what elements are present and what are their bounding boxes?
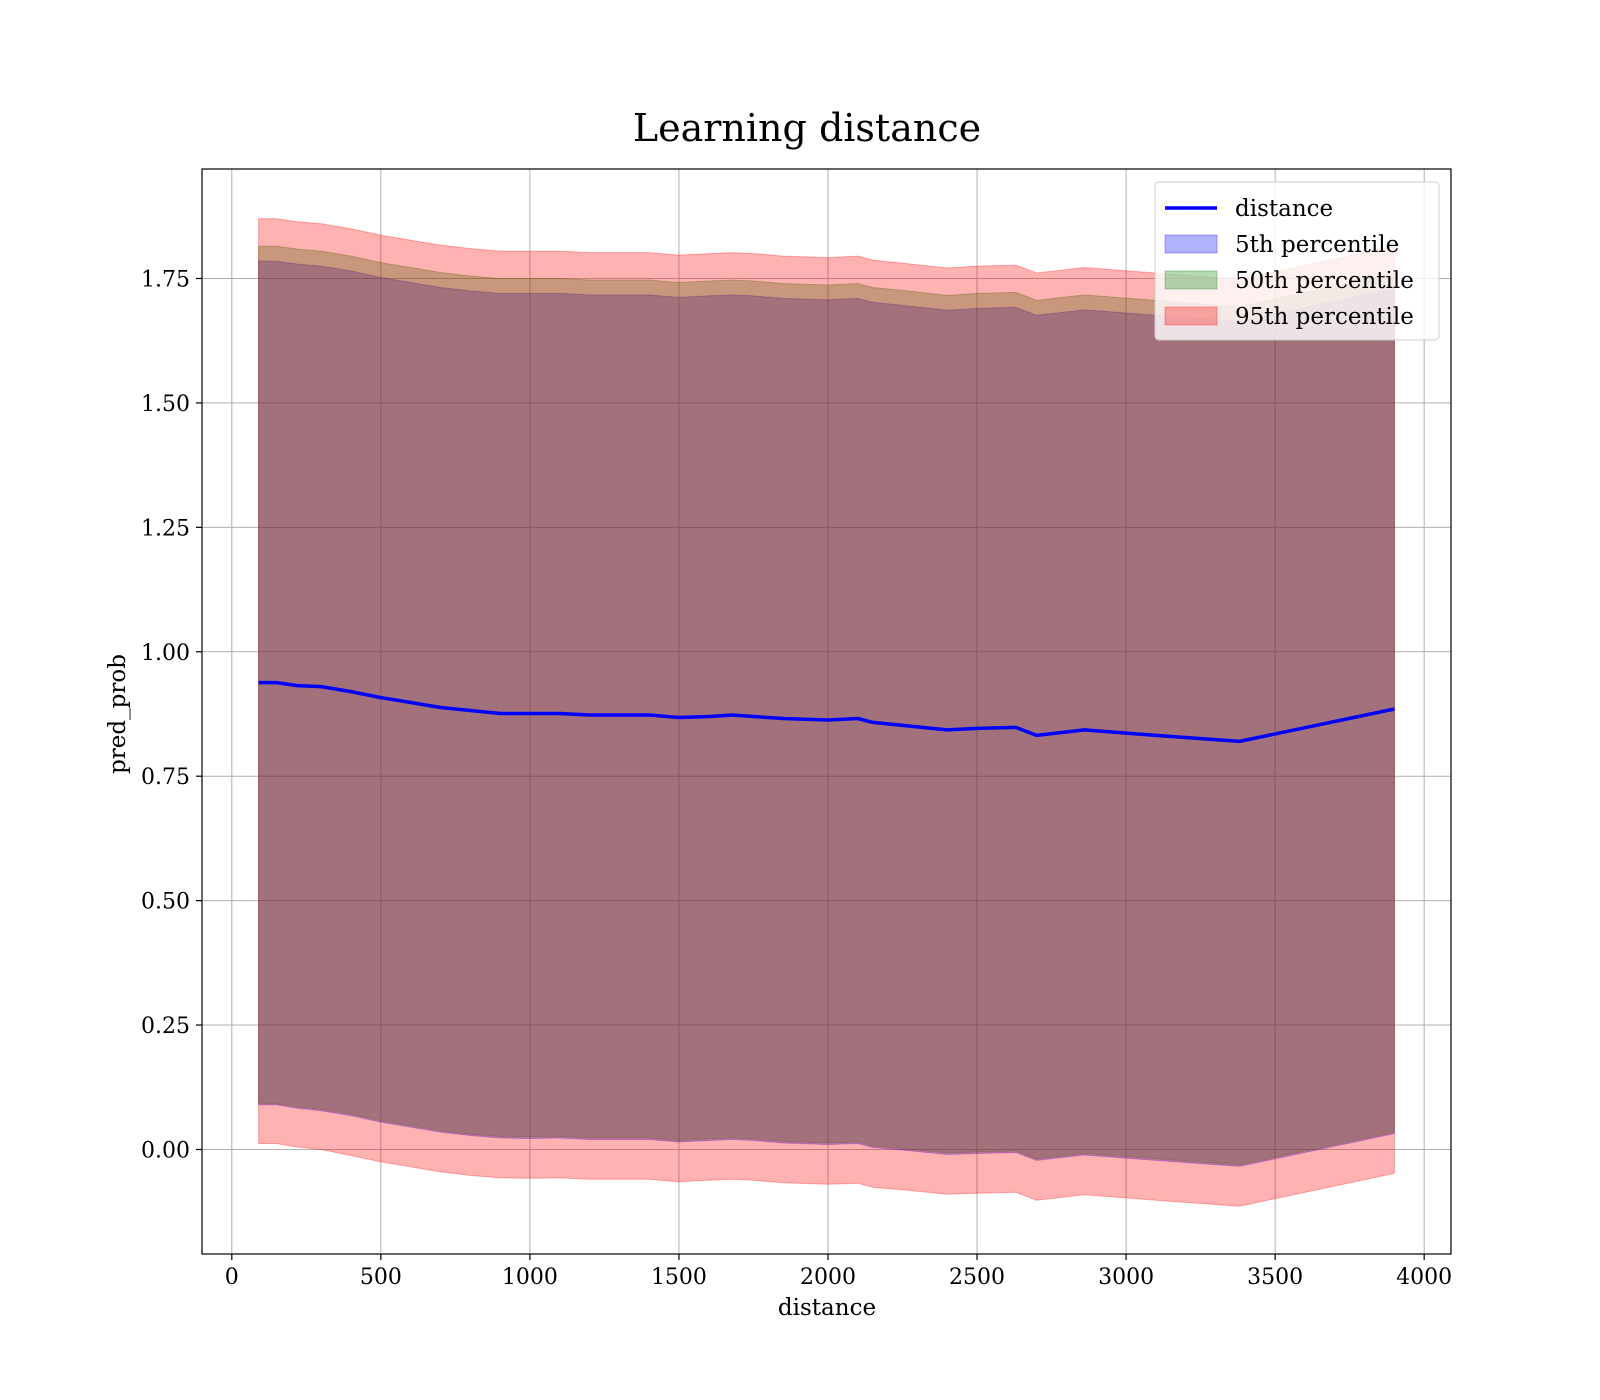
legend-swatch-95th-percentile — [1164, 306, 1218, 326]
y-tick-label: 0.75 — [141, 765, 190, 790]
band-50th-percentile — [258, 245, 1395, 1166]
legend-label-95th-percentile: 95th percentile — [1235, 304, 1414, 330]
x-tick-label: 2000 — [800, 1265, 856, 1290]
x-tick-label: 4000 — [1396, 1265, 1452, 1290]
legend: distance 5th percentile 50th percentile 95t… — [1154, 181, 1440, 341]
chart-title: Learning distance — [633, 106, 981, 150]
x-tick-label: 1000 — [502, 1265, 558, 1290]
band-95th-percentile — [258, 218, 1395, 1207]
y-tick-label: 1.75 — [141, 267, 190, 292]
y-tick-label: 1.00 — [141, 641, 190, 666]
x-tick-label: 3500 — [1247, 1265, 1303, 1290]
line-distance — [258, 680, 1395, 744]
x-tick-label: 2500 — [949, 1265, 1005, 1290]
y-tick-label: 0.00 — [141, 1138, 190, 1163]
legend-swatch-5th-percentile — [1164, 234, 1218, 254]
y-tick-label: 1.50 — [141, 392, 190, 417]
series-lines — [258, 680, 1395, 744]
y-tick-label: 0.25 — [141, 1014, 190, 1039]
legend-swatch-50th-percentile — [1164, 270, 1218, 290]
percentile-bands — [258, 218, 1395, 1207]
x-tick-label: 1500 — [651, 1265, 707, 1290]
x-tick-label: 500 — [360, 1265, 402, 1290]
x-tick-label: 3000 — [1098, 1265, 1154, 1290]
x-axis-ticks: 0 500 1000 1500 2000 2500 3000 3500 4000 — [225, 1254, 1452, 1290]
x-tick-label: 0 — [225, 1265, 239, 1290]
grid — [202, 169, 1451, 1254]
band-5th-percentile — [258, 260, 1395, 1167]
y-tick-label: 0.50 — [141, 890, 190, 915]
legend-box — [1154, 181, 1440, 341]
legend-label-distance: distance — [1235, 196, 1333, 222]
legend-label-5th-percentile: 5th percentile — [1235, 232, 1399, 258]
legend-label-50th-percentile: 50th percentile — [1235, 268, 1414, 294]
y-axis-ticks: 0.00 0.25 0.50 0.75 1.00 1.25 1.50 1.75 — [141, 267, 202, 1163]
plot-frame — [201, 168, 1452, 1255]
y-axis-label: pred_prob — [105, 654, 131, 774]
y-tick-label: 1.25 — [141, 516, 190, 541]
x-axis-label: distance — [778, 1295, 876, 1321]
